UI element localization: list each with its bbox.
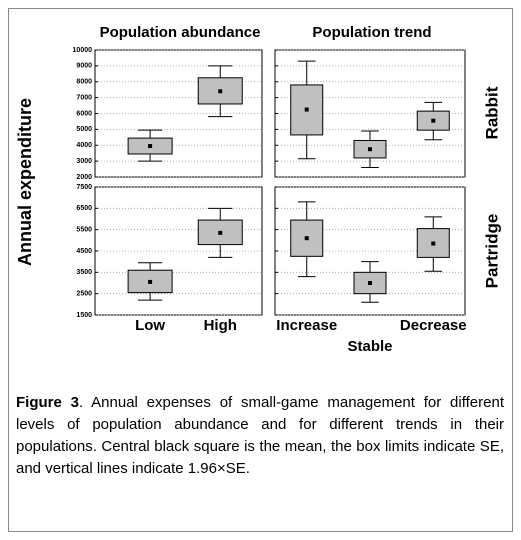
column-title: Population abundance bbox=[100, 24, 261, 41]
y-tick-label: 4500 bbox=[76, 248, 92, 255]
y-tick-label: 3500 bbox=[76, 269, 92, 276]
x-tick-label: High bbox=[204, 317, 237, 334]
y-tick-label: 5500 bbox=[76, 227, 92, 234]
x-tick-label: Low bbox=[135, 317, 165, 334]
row-label: Rabbit bbox=[482, 86, 501, 139]
mean-marker bbox=[431, 241, 436, 246]
row-label: Partridge bbox=[482, 214, 501, 289]
y-tick-label: 4000 bbox=[76, 142, 92, 149]
mean-marker bbox=[218, 89, 223, 94]
y-tick-label: 8000 bbox=[76, 79, 92, 86]
y-tick-label: 5000 bbox=[76, 126, 92, 133]
y-tick-label: 6000 bbox=[76, 110, 92, 117]
y-axis-label: Annual expenditure bbox=[15, 98, 35, 266]
caption: Figure 3. Annual expenses of small-game … bbox=[16, 392, 504, 480]
mean-marker bbox=[431, 118, 436, 123]
mean-marker bbox=[368, 281, 372, 285]
figure-border bbox=[8, 8, 513, 532]
y-tick-label: 2500 bbox=[76, 291, 92, 298]
caption-label: Figure 3 bbox=[16, 394, 79, 411]
x-tick-label: Increase bbox=[276, 317, 337, 334]
y-tick-label: 10000 bbox=[73, 47, 93, 54]
mean-marker bbox=[218, 230, 223, 235]
y-tick-label: 7500 bbox=[76, 184, 92, 191]
mean-marker bbox=[148, 144, 153, 149]
y-tick-label: 9000 bbox=[76, 63, 92, 70]
x-tick-label: Decrease bbox=[400, 317, 467, 334]
mean-marker bbox=[368, 147, 372, 152]
y-tick-label: 1500 bbox=[76, 312, 92, 319]
mean-marker bbox=[304, 107, 309, 112]
y-tick-label: 2000 bbox=[76, 174, 92, 181]
y-tick-label: 3000 bbox=[76, 158, 92, 165]
y-tick-label: 6500 bbox=[76, 205, 92, 212]
x-tick-label: Stable bbox=[347, 338, 392, 355]
mean-marker bbox=[148, 279, 153, 284]
caption-text: . Annual expenses of small-game manageme… bbox=[16, 394, 504, 477]
y-tick-label: 7000 bbox=[76, 94, 92, 101]
column-title: Population trend bbox=[312, 24, 431, 41]
mean-marker bbox=[304, 236, 309, 241]
